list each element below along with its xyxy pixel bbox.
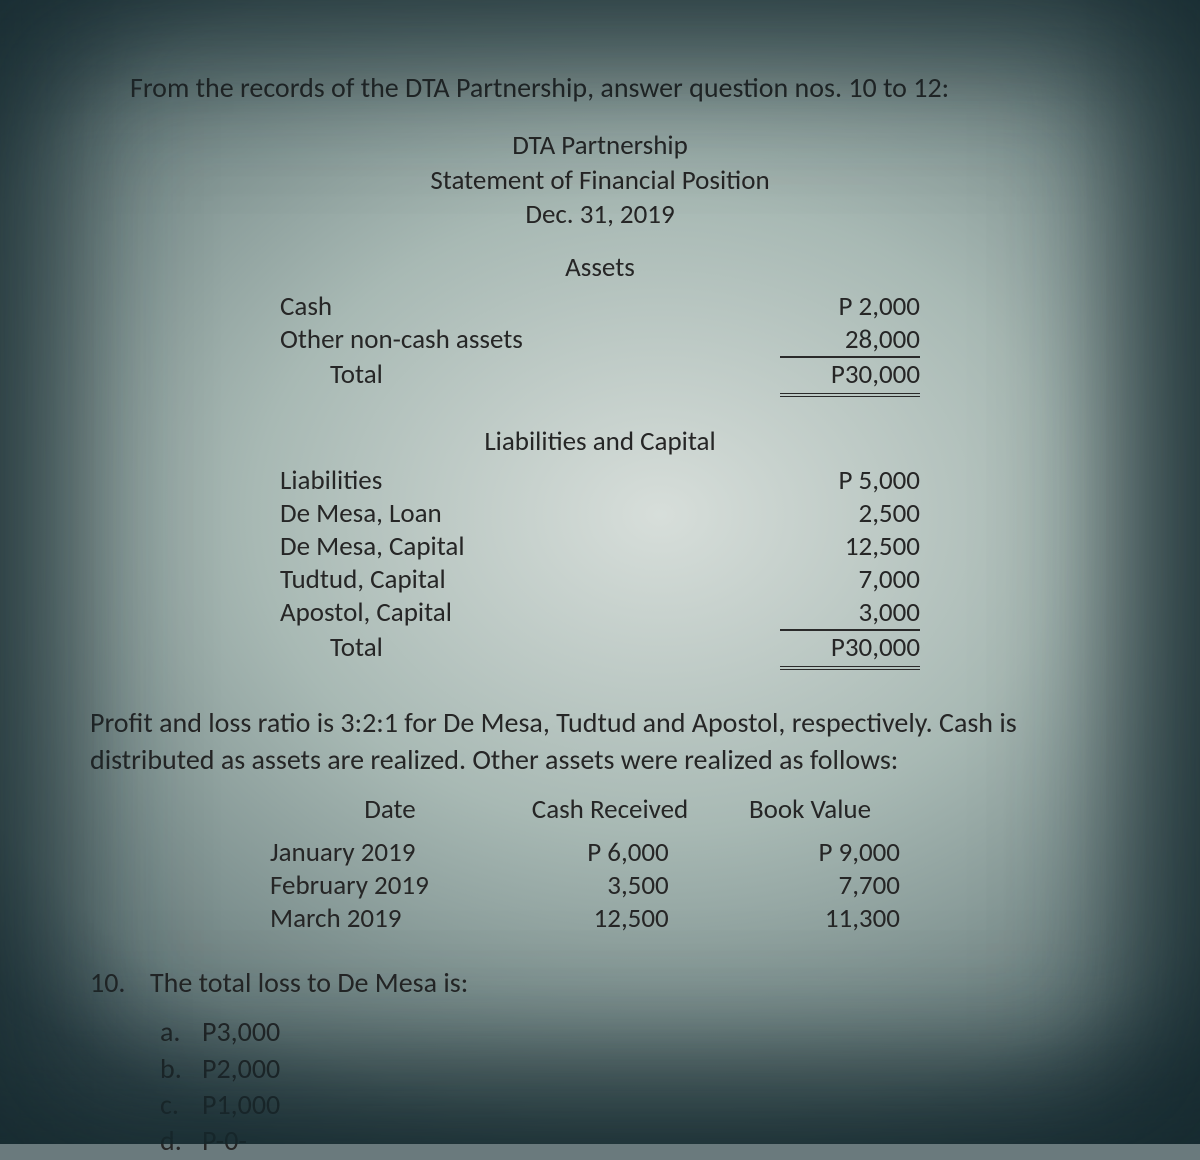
liabcap-row: De Mesa, Loan 2,500 [280, 497, 920, 530]
option-letter: d. [160, 1123, 202, 1159]
assets-row: Other non-cash assets 28,000 [280, 323, 920, 358]
liabcap-row: Tudtud, Capital 7,000 [280, 563, 920, 596]
realize-cash: 12,500 [488, 902, 719, 935]
liabcap-row: Liabilities P 5,000 [280, 464, 920, 497]
liabcap-row-value: 3,000 [780, 596, 920, 631]
assets-total-value: P30,000 [780, 358, 920, 397]
realization-row: March 2019 12,500 11,300 [270, 902, 950, 935]
liabcap-row-value: 2,500 [780, 497, 920, 530]
assets-row-value: P 2,000 [780, 290, 920, 323]
option-text: P2,000 [202, 1051, 280, 1087]
realization-table: Date Cash Received Book Value January 20… [270, 793, 950, 935]
col-header-cash: Cash Received [510, 793, 710, 826]
realize-book: 7,700 [719, 869, 950, 902]
assets-row-label: Cash [280, 290, 780, 323]
liabcap-row-label: Apostol, Capital [280, 596, 780, 629]
option-letter: b. [160, 1051, 202, 1087]
realize-date: March 2019 [270, 902, 488, 935]
liabcap-total-row: Total P30,000 [280, 631, 920, 670]
realize-book: P 9,000 [719, 836, 950, 869]
option-b[interactable]: b. P2,000 [160, 1051, 1110, 1087]
option-a[interactable]: a. P3,000 [160, 1014, 1110, 1050]
liabcap-row-label: Liabilities [280, 464, 780, 497]
option-d[interactable]: d. P-0- [160, 1123, 1110, 1159]
question-10: 10. The total loss to De Mesa is: a. P3,… [90, 965, 1110, 1160]
liabcap-row-label: De Mesa, Capital [280, 530, 780, 563]
liabcap-row-label: De Mesa, Loan [280, 497, 780, 530]
realization-header: Date Cash Received Book Value [270, 793, 950, 826]
liabcap-row-value: 12,500 [780, 530, 920, 563]
statement-header: DTA Partnership Statement of Financial P… [90, 129, 1110, 233]
question-text: The total loss to De Mesa is: [150, 965, 468, 1000]
assets-row: Cash P 2,000 [280, 290, 920, 323]
liabcap-heading: Liabilities and Capital [90, 425, 1110, 458]
option-text: P1,000 [202, 1087, 280, 1123]
liabcap-total-value: P30,000 [780, 631, 920, 670]
realize-cash: 3,500 [488, 869, 719, 902]
option-text: P-0- [202, 1123, 247, 1159]
intro-text: From the records of the DTA Partnership,… [130, 70, 1110, 105]
realize-date: February 2019 [270, 869, 488, 902]
realize-book: 11,300 [719, 902, 950, 935]
option-letter: c. [160, 1087, 202, 1123]
realize-cash: P 6,000 [488, 836, 719, 869]
header-line-1: DTA Partnership [90, 129, 1110, 164]
realization-row: February 2019 3,500 7,700 [270, 869, 950, 902]
assets-heading: Assets [90, 251, 1110, 284]
option-c[interactable]: c. P1,000 [160, 1087, 1110, 1123]
option-letter: a. [160, 1014, 202, 1050]
question-stem: 10. The total loss to De Mesa is: [90, 965, 1110, 1000]
col-header-date: Date [270, 793, 510, 826]
assets-block: Cash P 2,000 Other non-cash assets 28,00… [280, 290, 920, 397]
liabcap-row-value: 7,000 [780, 563, 920, 596]
answer-options: a. P3,000 b. P2,000 c. P1,000 d. P-0- [160, 1014, 1110, 1160]
realize-date: January 2019 [270, 836, 488, 869]
realization-row: January 2019 P 6,000 P 9,000 [270, 836, 950, 869]
col-header-book: Book Value [710, 793, 910, 826]
narrative-text: Profit and loss ratio is 3:2:1 for De Me… [90, 704, 1110, 780]
assets-total-row: Total P30,000 [280, 358, 920, 397]
header-line-3: Dec. 31, 2019 [90, 198, 1110, 233]
liabcap-row: De Mesa, Capital 12,500 [280, 530, 920, 563]
liabcap-block: Liabilities P 5,000 De Mesa, Loan 2,500 … [280, 464, 920, 670]
liabcap-row-label: Tudtud, Capital [280, 563, 780, 596]
document-page: From the records of the DTA Partnership,… [0, 0, 1200, 1144]
liabcap-row: Apostol, Capital 3,000 [280, 596, 920, 631]
assets-total-label: Total [280, 358, 780, 391]
option-text: P3,000 [202, 1014, 280, 1050]
question-number: 10. [90, 965, 150, 1000]
assets-row-value: 28,000 [780, 323, 920, 358]
assets-row-label: Other non-cash assets [280, 323, 780, 356]
header-line-2: Statement of Financial Position [90, 164, 1110, 199]
liabcap-row-value: P 5,000 [780, 464, 920, 497]
liabcap-total-label: Total [280, 631, 780, 664]
